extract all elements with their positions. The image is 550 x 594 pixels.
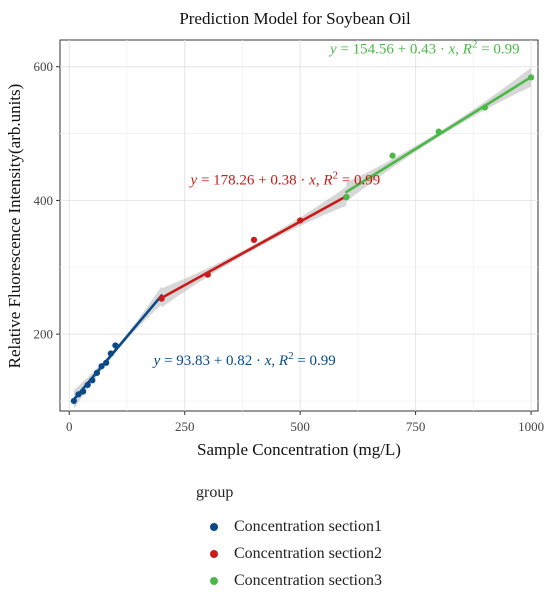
data-point [107, 350, 114, 357]
equation-label: y = 178.26 + 0.38 · x, R2 = 0.99 [189, 169, 381, 188]
legend-item-section2: Concentration section2 [196, 540, 382, 567]
data-point [98, 363, 105, 370]
data-point [158, 295, 165, 302]
x-tick-label: 1000 [518, 419, 544, 434]
equation-part: x [448, 41, 456, 57]
equation-part: 2 [332, 169, 338, 181]
data-point [112, 342, 119, 349]
data-point [389, 152, 396, 159]
data-points [70, 74, 535, 405]
equation-labels: y = 93.83 + 0.82 · x, R2 = 0.99y = 178.2… [152, 38, 520, 369]
legend-label: Concentration section2 [234, 544, 382, 562]
x-tick-label: 0 [66, 419, 73, 434]
data-point [79, 388, 87, 395]
data-point [481, 104, 488, 111]
data-point [297, 217, 304, 224]
equation-part: y [152, 353, 161, 369]
equation-part: R [322, 172, 332, 188]
equation-part: = 178.26 + 0.38 · [197, 172, 309, 188]
equation-part: = 0.99 [477, 41, 519, 57]
data-point [343, 193, 350, 201]
data-point [435, 128, 442, 135]
x-tick-label: 500 [290, 419, 310, 434]
legend-item-section1: Concentration section1 [196, 513, 382, 540]
data-point [89, 377, 96, 384]
legend-swatch [210, 576, 218, 585]
y-tick-label: 400 [34, 193, 54, 208]
x-tick-label: 250 [175, 419, 195, 434]
data-point [204, 271, 211, 278]
data-point [103, 359, 110, 366]
equation-part: y [328, 41, 337, 57]
equation-part: y [189, 172, 198, 188]
equation-label: y = 93.83 + 0.82 · x, R2 = 0.99 [152, 350, 336, 369]
equation-part: 2 [472, 38, 478, 50]
grid-major [60, 40, 538, 411]
equation-label: y = 154.56 + 0.43 · x, R2 = 0.99 [328, 38, 520, 57]
grid-minor [60, 40, 538, 411]
y-axis-label: Relative Fluorescence Intensity(arb.unit… [5, 84, 24, 369]
equation-part: = 93.83 + 0.82 · [160, 353, 264, 369]
chart-title: Prediction Model for Soybean Oil [179, 9, 411, 28]
data-point [70, 397, 77, 405]
x-axis-label: Sample Concentration (mg/L) [197, 440, 401, 459]
equation-part: R [462, 41, 472, 57]
y-tick-label: 200 [34, 327, 54, 342]
y-tick-label: 600 [34, 59, 54, 74]
equation-part: x [264, 353, 272, 369]
fit-line [160, 194, 348, 300]
equation-part: = 0.99 [294, 353, 336, 369]
x-axis: 0 250 500 750 1000 [66, 411, 544, 434]
legend-label: Concentration section1 [234, 517, 382, 535]
equation-part: = 0.99 [338, 172, 380, 188]
legend-swatch [210, 549, 218, 558]
equation-part: R [278, 353, 288, 369]
data-point [93, 369, 101, 376]
data-point [527, 74, 535, 81]
legend-item-section3: Concentration section3 [196, 567, 382, 594]
x-tick-label: 750 [406, 419, 426, 434]
data-point [75, 391, 82, 398]
data-point [84, 381, 91, 389]
data-point [250, 236, 258, 243]
y-axis: 200 400 600 [34, 59, 60, 342]
equation-part: , [455, 41, 463, 57]
equation-part: 2 [288, 350, 294, 362]
legend-label: Concentration section3 [234, 571, 382, 589]
legend-swatch [210, 522, 218, 531]
legend-title: group [196, 484, 234, 501]
equation-part: , [271, 353, 279, 369]
equation-part: , [316, 172, 324, 188]
legend: group Concentration section1 Concentrati… [196, 484, 382, 594]
equation-part: = 154.56 + 0.43 · [337, 41, 449, 57]
equation-part: x [308, 172, 316, 188]
